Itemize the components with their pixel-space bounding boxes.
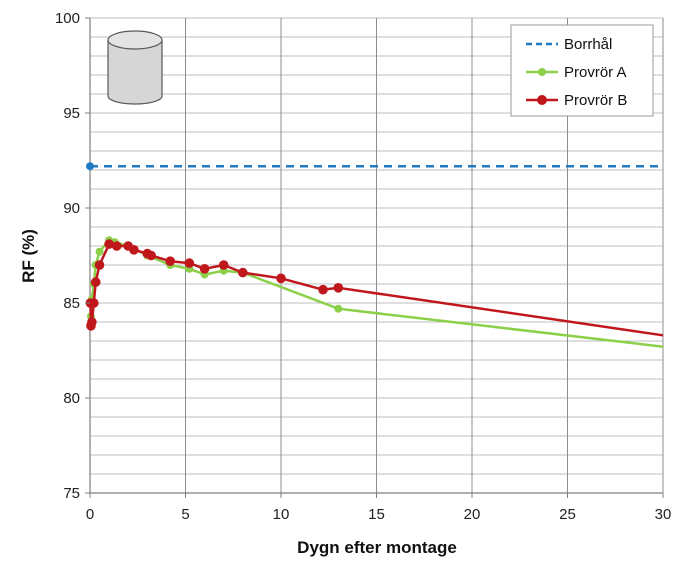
- y-tick-label: 90: [63, 200, 80, 217]
- legend-marker-provror-a: [538, 68, 546, 76]
- cylinder-icon: [107, 30, 163, 105]
- legend-marker-provror-b: [537, 95, 547, 105]
- x-tick-label: 10: [273, 506, 290, 523]
- legend-label-provror-b: Provrör B: [564, 92, 627, 109]
- y-tick-label: 75: [63, 485, 80, 502]
- data-point-provror-b: [89, 298, 99, 308]
- data-point-provror-b: [94, 260, 105, 270]
- x-tick-label: 0: [86, 506, 94, 523]
- data-point-provror-b: [111, 241, 122, 251]
- x-tick-label: 20: [464, 506, 481, 523]
- data-point-provror-b: [238, 267, 248, 278]
- y-tick-label: 100: [55, 10, 80, 27]
- data-point-provror-b: [146, 250, 156, 261]
- data-point-provror-b: [184, 258, 195, 268]
- data-point-provror-b: [87, 317, 97, 327]
- legend-item-borrhal: Borrhål: [526, 36, 612, 53]
- legend-label-provror-a: Provrör A: [564, 64, 627, 81]
- legend-item-provror-b: Provrör B: [526, 92, 627, 109]
- legend-item-provror-a: Provrör A: [526, 64, 627, 81]
- legend-label-borrhal: Borrhål: [564, 36, 612, 53]
- data-point-provror-a: [95, 247, 104, 256]
- series-layer: [85, 162, 664, 348]
- data-point-provror-b: [333, 283, 344, 293]
- x-tick-label: 5: [181, 506, 189, 523]
- data-point-borrhal: [86, 162, 94, 171]
- data-point-provror-b: [199, 264, 210, 274]
- x-axis-title: Dygn efter montage: [297, 538, 457, 557]
- x-tick-label: 25: [559, 506, 576, 523]
- y-tick-label: 85: [63, 295, 80, 312]
- data-point-provror-b: [129, 245, 139, 255]
- cylinder-top: [107, 30, 163, 50]
- legend: Borrhål Provrör A Provrör B: [510, 24, 654, 117]
- data-point-provror-a: [334, 304, 343, 313]
- x-tick-label: 30: [655, 506, 672, 523]
- data-point-provror-b: [90, 277, 101, 287]
- data-point-provror-b: [218, 260, 229, 270]
- y-tick-label: 80: [63, 390, 80, 407]
- ticks-layer: 75 80 85 90 95 100 0 5 10 15 20 25 30: [55, 10, 671, 523]
- y-axis-title: RF (%): [19, 229, 38, 283]
- y-tick-label: 95: [63, 105, 80, 122]
- x-tick-label: 15: [368, 506, 385, 523]
- data-point-provror-b: [318, 284, 328, 295]
- data-point-provror-b: [104, 239, 114, 249]
- cylinder-body: [107, 40, 163, 105]
- data-point-provror-b: [276, 273, 286, 284]
- data-point-provror-b: [165, 256, 176, 267]
